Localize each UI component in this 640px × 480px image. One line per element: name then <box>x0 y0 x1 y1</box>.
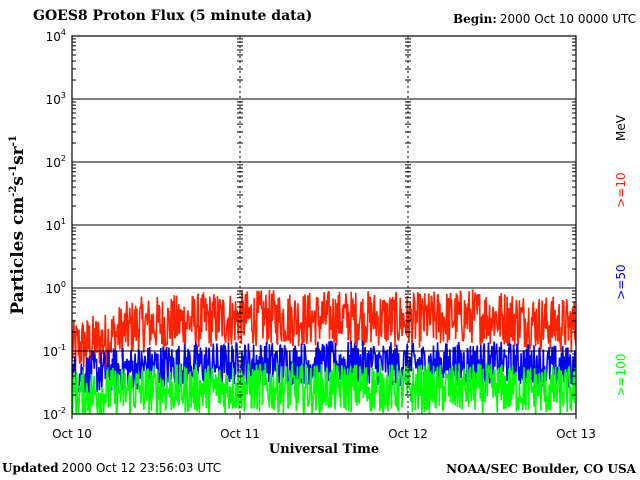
y-tick-base: 10 <box>46 219 61 233</box>
series-layer <box>72 289 576 414</box>
legend: MeV >=10 >=50 >=100 <box>614 114 628 396</box>
y-tick-base: 10 <box>46 93 61 107</box>
legend-unit-label: MeV <box>614 114 628 141</box>
y-tick-label: 103 <box>46 91 66 107</box>
y-tick-exponent: -1 <box>58 343 66 352</box>
x-tick-label: Oct 10 <box>52 427 92 441</box>
updated-value: 2000 Oct 12 23:56:03 UTC <box>61 461 222 475</box>
y-tick-label: 104 <box>46 28 66 44</box>
y-tick-label: 10-2 <box>43 406 66 422</box>
y-tick-exponent: 1 <box>61 217 66 226</box>
plot-border <box>71 35 577 415</box>
y-axis-label-part: s <box>8 176 28 186</box>
begin-timestamp: Begin: 2000 Oct 10 0000 UTC <box>453 12 636 27</box>
updated-timestamp: Updated 2000 Oct 12 23:56:03 UTC <box>2 461 221 476</box>
y-axis-label: Particles cm-2s-1sr-1 <box>8 135 28 315</box>
legend-entry: >=100 <box>614 353 628 396</box>
y-tick-exponent: 2 <box>61 154 66 163</box>
x-tick-labels: Oct 10 Oct 11 Oct 12 Oct 13 <box>52 414 596 441</box>
y-tick-exponent: 0 <box>61 280 66 289</box>
y-tick-base: 10 <box>43 345 58 359</box>
x-tick-label: Oct 12 <box>388 427 428 441</box>
series-line-0 <box>72 289 576 368</box>
legend-entry: >=50 <box>614 264 628 299</box>
legend-entry: >=10 <box>614 172 628 207</box>
y-tick-label: 101 <box>46 217 66 233</box>
chart-title: GOES8 Proton Flux (5 minute data) <box>33 8 313 24</box>
grid-layer <box>72 36 576 414</box>
y-axis-label-part: Particles cm <box>8 197 28 315</box>
begin-value: 2000 Oct 10 0000 UTC <box>499 12 636 26</box>
begin-label: Begin: <box>452 12 497 26</box>
x-tick-label: Oct 13 <box>556 427 596 441</box>
y-tick-base: 10 <box>46 282 61 296</box>
y-axis-label-part: -1 <box>8 165 19 176</box>
x-tick-label: Oct 11 <box>220 427 260 441</box>
y-tick-base: 10 <box>46 156 61 170</box>
y-axis-label-part: sr <box>8 145 28 165</box>
y-tick-base: 10 <box>43 408 58 422</box>
y-tick-exponent: 3 <box>61 91 66 100</box>
series-line-1 <box>72 340 576 397</box>
y-axis-label-part: -1 <box>8 135 19 146</box>
y-tick-exponent: -2 <box>58 406 66 415</box>
credit-text: NOAA/SEC Boulder, CO USA <box>446 462 636 476</box>
y-tick-exponent: 4 <box>61 28 66 37</box>
series-line-2 <box>72 361 576 414</box>
y-tick-label: 102 <box>46 154 66 170</box>
updated-label: Updated <box>2 461 59 475</box>
y-tick-label: 10-1 <box>43 343 66 359</box>
y-axis-label-part: -2 <box>8 186 19 197</box>
y-tick-label: 100 <box>46 280 66 296</box>
y-tick-base: 10 <box>46 30 61 44</box>
plot-frame <box>71 35 577 415</box>
x-axis-label: Universal Time <box>269 442 379 457</box>
